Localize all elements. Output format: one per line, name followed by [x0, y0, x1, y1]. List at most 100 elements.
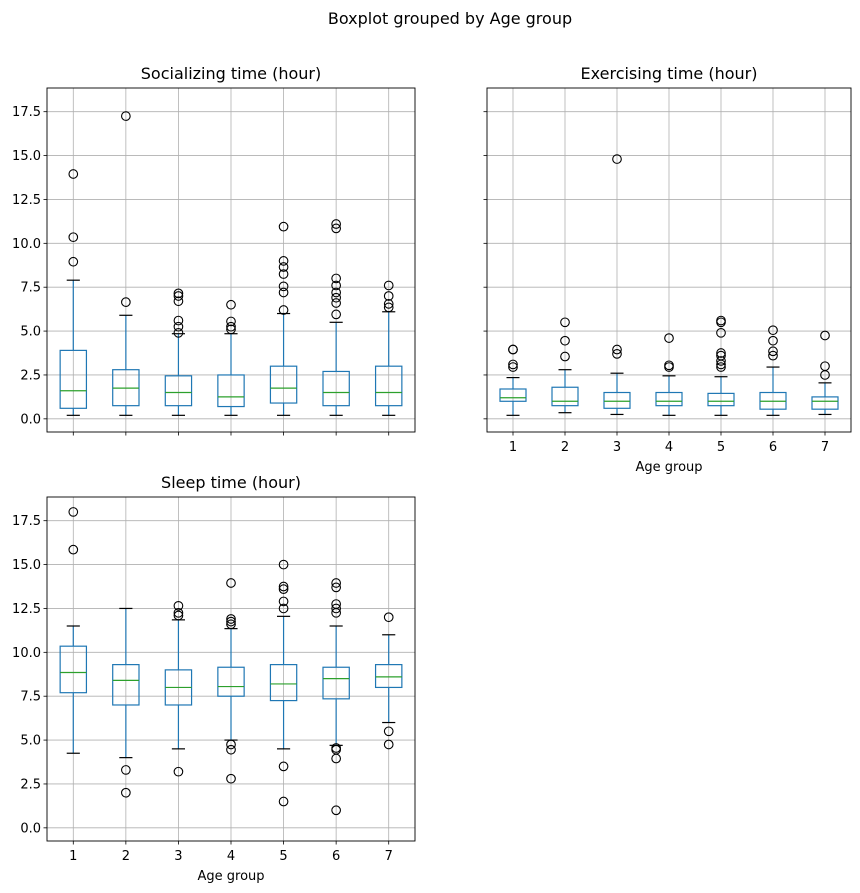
outlier-point — [383, 612, 394, 623]
outlier-point — [173, 315, 184, 326]
outlier-point — [560, 317, 570, 328]
x-tick-label: 6 — [769, 440, 777, 455]
outlier-point — [278, 581, 289, 592]
outlier-point — [121, 787, 131, 798]
outlier-point — [68, 169, 79, 179]
axes-frame — [46, 496, 416, 842]
outlier-point — [226, 316, 236, 327]
outlier-point — [331, 603, 341, 614]
box-age-group-6 — [322, 219, 350, 416]
outlier-point — [331, 280, 341, 291]
box-age-group-3 — [164, 600, 193, 777]
box-age-group-4 — [217, 299, 245, 416]
x-tick-label: 2 — [122, 849, 130, 864]
outlier-point — [383, 280, 394, 291]
outlier-point — [226, 616, 236, 627]
x-tick-label: 4 — [227, 849, 235, 864]
outlier-point — [331, 805, 341, 816]
outlier-point — [383, 299, 394, 309]
outlier-point — [716, 350, 726, 361]
outlier-point — [664, 360, 674, 371]
y-tick-label: 15.0 — [12, 558, 41, 573]
box-age-group-2 — [551, 317, 579, 414]
outlier-point — [173, 610, 184, 621]
box-age-group-7 — [374, 612, 403, 750]
panel-socializing: 0.0 2.5 5.0 7.5 10.0 12.5 15.0 17.5 Socializing … — [12, 64, 416, 436]
box-iqr — [374, 365, 403, 407]
outlier-point — [278, 761, 289, 772]
outlier-point — [226, 773, 236, 784]
x-tick-label: 4 — [665, 440, 673, 455]
outlier-point — [226, 739, 236, 750]
y-tick-label: 12.5 — [12, 602, 41, 617]
axes-frame — [486, 87, 852, 433]
box-iqr — [707, 392, 735, 407]
outlier-point — [68, 507, 79, 517]
outlier-point — [716, 315, 726, 326]
outlier-point — [331, 292, 341, 303]
outlier-point — [331, 219, 341, 229]
box-age-group-1 — [499, 344, 527, 416]
panel-sleep: 0.0 2.5 5.0 7.5 10.0 12.5 15.0 17.5 1 2 3 4 5 6 7 Sleep… — [12, 473, 416, 884]
box-age-group-7 — [811, 330, 839, 416]
outlier-point — [68, 544, 79, 555]
y-tick-label: 0.0 — [20, 412, 41, 427]
outlier-point — [383, 739, 394, 750]
outlier-point — [226, 321, 236, 332]
outlier-point — [278, 287, 289, 298]
outlier-point — [226, 614, 236, 624]
outlier-point — [278, 221, 289, 232]
box-iqr — [655, 391, 683, 407]
outlier-point — [383, 726, 394, 737]
x-tick-label: 2 — [561, 440, 569, 455]
box-age-group-2 — [112, 607, 140, 798]
box-iqr — [269, 664, 298, 702]
outlier-point — [226, 619, 236, 630]
outlier-point — [173, 288, 184, 299]
x-tick-label: 6 — [332, 849, 340, 864]
box-iqr — [59, 645, 88, 694]
box-age-group-4 — [217, 578, 245, 784]
x-axis-label: Age group — [197, 869, 264, 884]
outlier-point — [278, 596, 289, 607]
outlier-point — [121, 765, 131, 775]
y-tick-label: 10.0 — [12, 237, 41, 252]
outlier-point — [383, 302, 394, 313]
box-iqr — [374, 664, 403, 689]
y-tick-label: 15.0 — [12, 149, 41, 164]
box-age-group-7 — [374, 280, 403, 416]
outlier-point — [278, 796, 289, 807]
outlier-point — [278, 262, 289, 272]
outlier-point — [278, 584, 289, 594]
box-iqr — [59, 349, 88, 409]
outlier-point — [173, 321, 184, 332]
x-tick-label: 7 — [821, 440, 829, 455]
box-age-group-2 — [112, 111, 140, 416]
outlier-point — [278, 305, 289, 315]
outlier-point — [331, 582, 341, 593]
y-tick-label: 5.0 — [20, 734, 41, 749]
outlier-point — [331, 223, 341, 234]
x-tick-label: 3 — [174, 849, 182, 864]
box-iqr — [269, 365, 298, 404]
outlier-point — [768, 350, 778, 361]
y-tick-label: 10.0 — [12, 646, 41, 661]
x-tick-label: 1 — [509, 440, 517, 455]
y-tick-label: 7.5 — [20, 690, 41, 705]
outlier-point — [331, 309, 341, 320]
box-iqr — [112, 664, 140, 706]
box-age-group-5 — [269, 221, 298, 416]
outlier-point — [173, 327, 184, 338]
y-tick-label: 0.0 — [20, 821, 41, 836]
y-tick-label: 7.5 — [20, 281, 41, 296]
outlier-point — [226, 299, 236, 310]
y-tick-label: 17.5 — [12, 105, 41, 120]
box-age-group-3 — [603, 154, 631, 416]
box-iqr — [603, 391, 631, 409]
outlier-point — [560, 351, 570, 362]
outlier-point — [278, 559, 289, 570]
box-iqr — [217, 666, 245, 697]
box-age-group-4 — [655, 333, 683, 416]
outlier-point — [768, 325, 778, 336]
